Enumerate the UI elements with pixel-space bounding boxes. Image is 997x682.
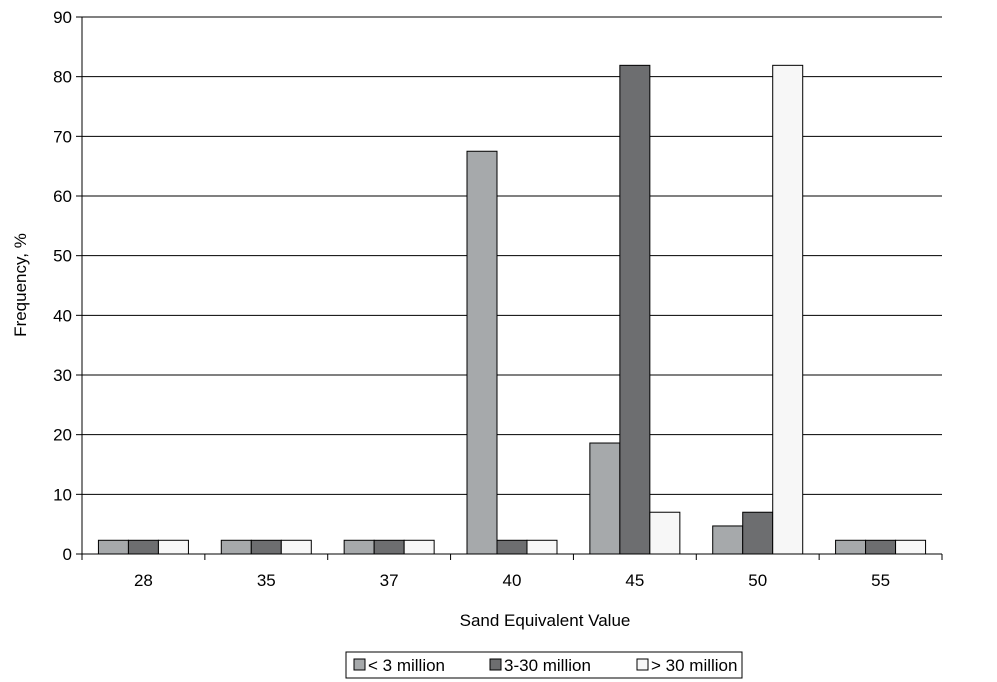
x-tick-label: 37 xyxy=(380,571,399,590)
bar xyxy=(250,539,282,555)
legend-box xyxy=(345,651,743,679)
bar xyxy=(466,150,498,555)
y-tick-label: 30 xyxy=(53,366,72,385)
bar xyxy=(619,64,651,555)
bar xyxy=(280,539,312,555)
y-axis-label: Frequency, % xyxy=(11,233,30,337)
x-tick-label: 28 xyxy=(134,571,153,590)
bar xyxy=(649,511,681,555)
y-tick-label: 70 xyxy=(53,127,72,146)
legend-swatch xyxy=(636,658,649,671)
y-tick-labels: 0 10 20 30 40 50 60 70 80 90 xyxy=(53,8,82,564)
x-tick-label: 55 xyxy=(871,571,890,590)
bar xyxy=(712,525,744,555)
bar xyxy=(97,539,129,555)
y-tick-label: 50 xyxy=(53,247,72,266)
axes xyxy=(81,17,943,560)
bar xyxy=(772,64,804,555)
legend: < 3 million 3-30 million > 30 million xyxy=(345,651,743,679)
y-tick-label: 80 xyxy=(53,68,72,87)
bar xyxy=(343,539,375,555)
bar xyxy=(742,511,774,555)
legend-label: < 3 million xyxy=(368,656,445,675)
x-tick-labels: 28 35 37 40 45 50 55 xyxy=(134,571,890,590)
y-tick-label: 10 xyxy=(53,485,72,504)
bar xyxy=(157,539,189,555)
bar xyxy=(220,539,252,555)
y-tick-label: 40 xyxy=(53,306,72,325)
x-tick-label: 45 xyxy=(625,571,644,590)
bar xyxy=(835,539,867,555)
gridlines xyxy=(82,16,942,495)
x-axis-label: Sand Equivalent Value xyxy=(460,611,631,630)
bar xyxy=(127,539,159,555)
bars xyxy=(97,64,927,555)
legend-label: > 30 million xyxy=(651,656,737,675)
bar xyxy=(526,539,558,555)
y-tick-label: 0 xyxy=(63,545,72,564)
bar xyxy=(403,539,435,555)
x-tick-label: 40 xyxy=(503,571,522,590)
bar xyxy=(895,539,927,555)
bar xyxy=(496,539,528,555)
bar xyxy=(589,442,621,555)
x-tick-label: 50 xyxy=(748,571,767,590)
x-tick-label: 35 xyxy=(257,571,276,590)
bar xyxy=(865,539,897,555)
legend-swatch xyxy=(489,658,502,671)
y-tick-label: 20 xyxy=(53,426,72,445)
y-tick-label: 60 xyxy=(53,187,72,206)
legend-label: 3-30 million xyxy=(504,656,591,675)
y-tick-label: 90 xyxy=(53,8,72,27)
legend-swatch xyxy=(353,658,366,671)
bar xyxy=(373,539,405,555)
